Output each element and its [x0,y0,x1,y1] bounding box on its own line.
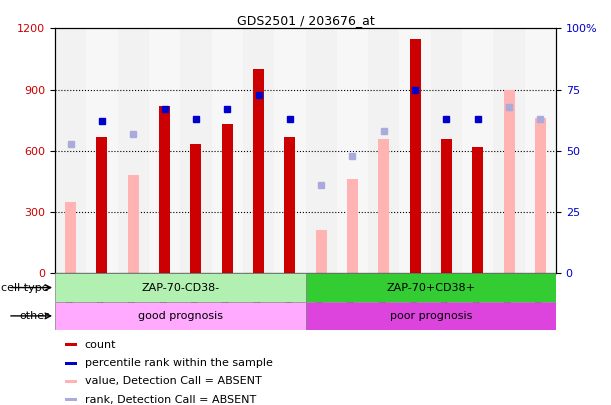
Bar [535,118,546,273]
Text: rank, Detection Call = ABSENT: rank, Detection Call = ABSENT [84,394,256,405]
Bar [65,398,77,401]
Bar [503,90,514,273]
Bar [159,106,170,273]
Bar [306,273,556,302]
Bar [284,136,295,273]
Bar [65,380,77,383]
Bar [65,362,77,364]
Bar [525,28,556,273]
Text: other: other [19,311,49,321]
Bar [97,136,108,273]
Bar [493,28,525,273]
Title: GDS2501 / 203676_at: GDS2501 / 203676_at [236,14,375,27]
Bar [65,202,76,273]
Bar [180,28,211,273]
Bar [306,302,556,330]
Bar [431,28,462,273]
Bar [409,38,420,273]
Bar [337,28,368,273]
Bar [368,28,400,273]
Bar [316,230,327,273]
Bar [378,139,389,273]
Bar [149,28,180,273]
Bar [211,28,243,273]
Bar [472,147,483,273]
Text: ZAP-70-CD38-: ZAP-70-CD38- [141,283,219,292]
Bar [65,343,77,346]
Bar [86,28,117,273]
Text: good prognosis: good prognosis [137,311,223,321]
Text: ZAP-70+CD38+: ZAP-70+CD38+ [386,283,475,292]
Text: percentile rank within the sample: percentile rank within the sample [84,358,273,368]
Text: count: count [84,340,116,350]
Bar [462,28,494,273]
Text: poor prognosis: poor prognosis [390,311,472,321]
Bar [222,124,233,273]
Bar [191,144,202,273]
Bar [347,179,358,273]
Bar [306,28,337,273]
Bar [128,175,139,273]
Text: value, Detection Call = ABSENT: value, Detection Call = ABSENT [84,376,262,386]
Bar [274,28,306,273]
Text: cell type: cell type [1,283,49,292]
Bar [55,302,306,330]
Bar [253,69,264,273]
Bar [117,28,149,273]
Bar [243,28,274,273]
Bar [55,273,306,302]
Bar [55,28,86,273]
Bar [400,28,431,273]
Bar [441,139,452,273]
